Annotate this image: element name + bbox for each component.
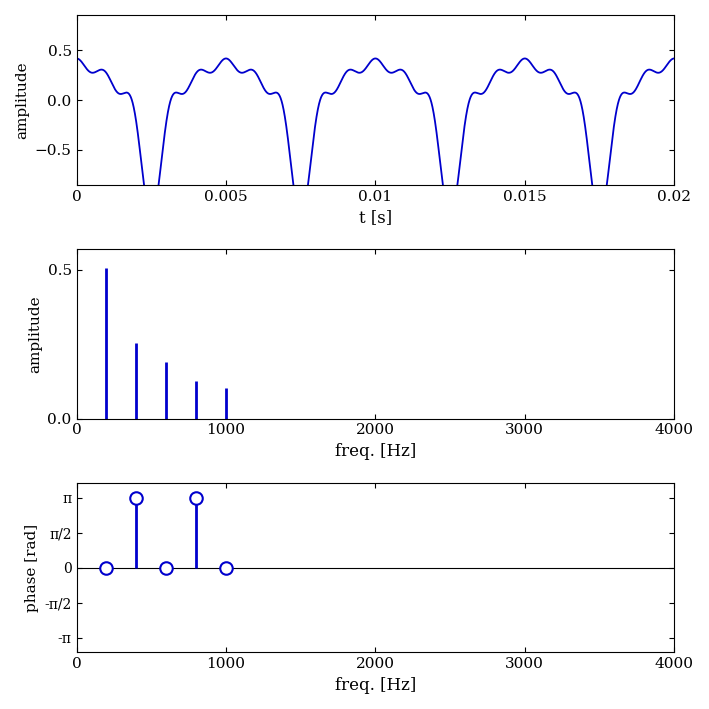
X-axis label: freq. [Hz]: freq. [Hz]	[335, 676, 416, 693]
Y-axis label: amplitude: amplitude	[16, 61, 29, 139]
X-axis label: freq. [Hz]: freq. [Hz]	[335, 443, 416, 460]
X-axis label: t [s]: t [s]	[359, 209, 392, 226]
Y-axis label: phase [rad]: phase [rad]	[25, 523, 39, 612]
Y-axis label: amplitude: amplitude	[28, 295, 42, 373]
